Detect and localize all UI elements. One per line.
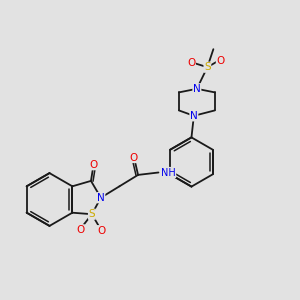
Text: O: O (129, 152, 137, 163)
Text: S: S (204, 62, 211, 72)
Text: S: S (88, 209, 95, 219)
Text: NH: NH (161, 167, 176, 178)
Text: O: O (216, 56, 225, 66)
Text: O: O (97, 226, 106, 236)
Text: O: O (76, 225, 84, 235)
Text: N: N (97, 193, 105, 203)
Text: N: N (190, 111, 198, 121)
Text: N: N (193, 84, 201, 94)
Text: O: O (187, 58, 195, 68)
Text: O: O (89, 160, 98, 170)
